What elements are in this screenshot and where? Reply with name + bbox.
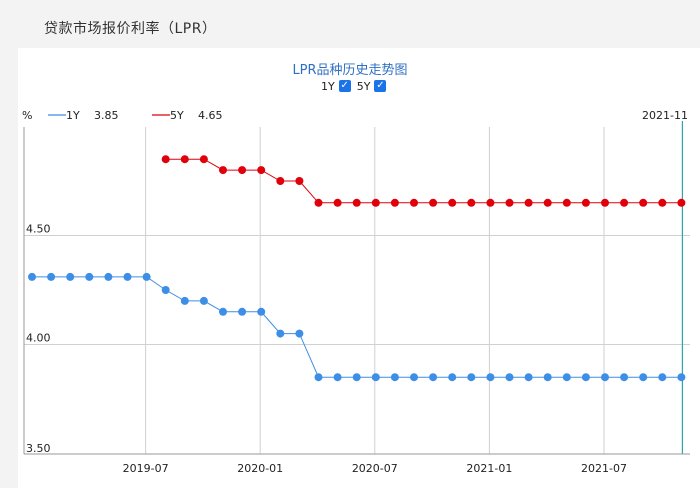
data-point-5y[interactable]	[199, 155, 208, 164]
data-point-5y[interactable]	[257, 166, 266, 175]
data-point-1y[interactable]	[448, 373, 457, 382]
data-point-1y[interactable]	[543, 373, 552, 382]
data-point-1y[interactable]	[238, 307, 247, 316]
data-point-1y[interactable]	[47, 272, 56, 281]
data-point-5y[interactable]	[581, 198, 590, 207]
data-point-1y[interactable]	[85, 272, 94, 281]
data-point-1y[interactable]	[142, 272, 151, 281]
series-line-5y	[165, 158, 682, 204]
data-point-1y[interactable]	[486, 373, 495, 382]
x-tick-label: 2020-01	[237, 462, 283, 475]
x-tick-label: 2020-07	[352, 462, 398, 475]
series-line-1y	[32, 276, 682, 378]
data-point-5y[interactable]	[276, 177, 285, 185]
data-point-5y[interactable]	[467, 198, 476, 207]
data-point-1y[interactable]	[658, 373, 667, 382]
data-point-1y[interactable]	[257, 307, 266, 316]
data-point-1y[interactable]	[352, 373, 361, 382]
checkbox-5y[interactable]: ✓	[374, 80, 387, 92]
data-point-1y[interactable]	[104, 272, 113, 281]
data-point-1y[interactable]	[123, 272, 132, 281]
chart-panel	[18, 48, 700, 488]
data-point-1y[interactable]	[371, 373, 380, 382]
toggle-5y[interactable]: 5Y ✓	[357, 80, 387, 93]
data-point-5y[interactable]	[371, 198, 380, 207]
data-point-1y[interactable]	[66, 272, 75, 281]
data-point-1y[interactable]	[333, 373, 342, 382]
data-point-5y[interactable]	[314, 198, 323, 207]
data-point-5y[interactable]	[601, 198, 609, 207]
data-point-5y[interactable]	[524, 198, 533, 207]
chart-title: LPR品种历史走势图	[292, 63, 408, 78]
data-point-5y[interactable]	[448, 198, 457, 207]
data-point-1y[interactable]	[161, 286, 170, 294]
data-point-5y[interactable]	[486, 198, 495, 207]
data-point-5y[interactable]	[295, 177, 304, 185]
data-point-5y[interactable]	[390, 198, 399, 207]
data-point-5y[interactable]	[677, 198, 686, 207]
data-point-5y[interactable]	[639, 198, 648, 207]
series-toggles: 1Y ✓ 5Y ✓	[321, 78, 392, 94]
data-point-1y[interactable]	[429, 373, 438, 382]
data-point-5y[interactable]	[333, 198, 342, 207]
data-point-5y[interactable]	[352, 198, 361, 207]
y-tick-label: 3.50	[26, 442, 51, 455]
data-point-1y[interactable]	[467, 373, 476, 382]
checkbox-1y[interactable]: ✓	[338, 80, 351, 92]
data-point-5y[interactable]	[658, 198, 667, 207]
x-tick-label: 2019-07	[123, 462, 169, 475]
data-point-1y[interactable]	[639, 373, 648, 382]
legend-1y-value: 3.85	[94, 109, 119, 122]
toggle-1y-label: 1Y	[321, 79, 335, 93]
data-point-5y[interactable]	[562, 198, 571, 207]
data-point-1y[interactable]	[314, 373, 323, 382]
data-point-5y[interactable]	[543, 198, 552, 207]
data-point-1y[interactable]	[390, 373, 399, 382]
toggle-1y[interactable]: 1Y ✓	[321, 80, 351, 93]
x-tick-label: 2021-07	[581, 462, 627, 475]
cursor-date-label: 2021-11	[642, 109, 688, 122]
data-point-5y[interactable]	[238, 166, 247, 175]
data-point-1y[interactable]	[581, 373, 590, 382]
data-point-1y[interactable]	[295, 329, 304, 338]
y-tick-label: 4.50	[26, 223, 51, 236]
data-point-1y[interactable]	[276, 329, 285, 338]
data-point-5y[interactable]	[505, 198, 514, 207]
data-point-1y[interactable]	[524, 373, 533, 382]
data-point-1y[interactable]	[620, 373, 629, 382]
data-point-1y[interactable]	[180, 296, 189, 305]
data-point-5y[interactable]	[219, 166, 227, 175]
page-title: 贷款市场报价利率（LPR）	[44, 21, 217, 37]
y-unit-label: %	[22, 109, 32, 122]
data-point-1y[interactable]	[677, 373, 686, 382]
data-point-1y[interactable]	[410, 373, 418, 382]
legend-1y-name[interactable]: 1Y	[66, 109, 80, 122]
data-point-5y[interactable]	[410, 198, 418, 207]
toggle-5y-label: 5Y	[356, 79, 371, 93]
x-tick-label: 2021-01	[466, 462, 512, 475]
data-point-1y[interactable]	[219, 307, 227, 316]
data-point-1y[interactable]	[562, 373, 571, 382]
data-point-1y[interactable]	[601, 373, 609, 382]
data-point-1y[interactable]	[199, 296, 208, 305]
data-point-5y[interactable]	[429, 198, 438, 207]
data-point-5y[interactable]	[180, 155, 189, 164]
data-point-5y[interactable]	[620, 198, 629, 207]
data-point-5y[interactable]	[161, 155, 170, 164]
data-point-1y[interactable]	[505, 373, 514, 382]
data-point-1y[interactable]	[28, 272, 36, 281]
legend-5y-name[interactable]: 5Y	[170, 109, 184, 122]
legend-5y-value: 4.65	[198, 109, 223, 122]
y-tick-label: 4.00	[26, 332, 51, 345]
